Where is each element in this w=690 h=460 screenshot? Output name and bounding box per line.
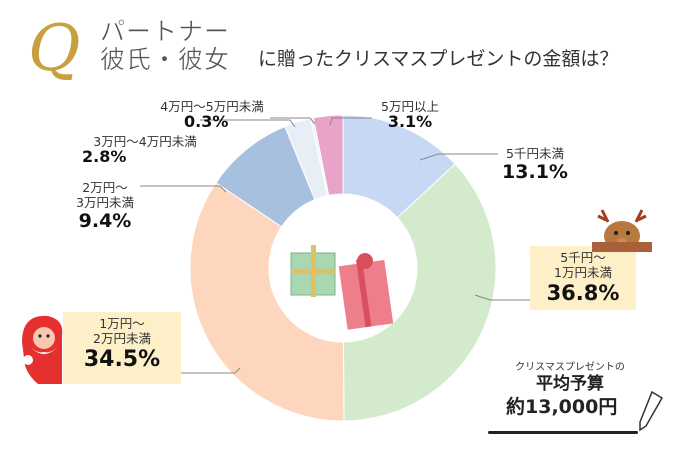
label-5k-10k: 5千円〜 1万円未満 36.8%	[530, 246, 636, 310]
percent-label: 34.5%	[83, 347, 161, 372]
average-caption: クリスマスプレゼントの	[515, 362, 625, 373]
question-text: に贈ったクリスマスプレゼントの金額は？	[258, 48, 619, 70]
average-value: 約13,000円	[506, 396, 618, 418]
leader-line	[474, 294, 530, 301]
label-20k-30k: 2万円〜 3万円未満 9.4%	[55, 180, 155, 232]
percent-label: 3.1%	[387, 112, 433, 131]
average-budget: クリスマスプレゼントの 平均予算 約13,000円	[490, 358, 650, 419]
subject-line-2: 彼氏・彼女	[100, 45, 231, 74]
leader-line	[200, 119, 296, 128]
underline	[488, 431, 638, 434]
q-logo: Q	[28, 12, 81, 86]
label-30k-40k: 3万円〜4万円未満 2.8%	[80, 134, 210, 166]
label-under-5k: 5千円未満 13.1%	[470, 146, 600, 183]
percent-label: 9.4%	[78, 210, 132, 232]
donut-slice	[189, 182, 345, 422]
category-label: 5千円未満	[506, 146, 564, 161]
pen-icon	[639, 390, 664, 432]
leader-line	[180, 367, 241, 374]
subject-title: パートナー 彼氏・彼女	[100, 17, 231, 74]
gift-boxes-illustration	[290, 245, 394, 330]
santa-illustration	[22, 315, 63, 384]
leader-line	[419, 153, 498, 161]
percent-label: 13.1%	[502, 161, 568, 183]
average-title: 平均予算	[536, 374, 604, 394]
label-40k-50k: 4万円〜5万円未満 0.3%	[142, 99, 282, 131]
percent-label: 36.8%	[546, 281, 620, 305]
reindeer-illustration	[592, 209, 652, 252]
category-label: 5万円以上	[381, 99, 439, 114]
percent-label: 2.8%	[82, 147, 127, 166]
label-over-50k: 5万円以上 3.1%	[370, 99, 450, 131]
percent-label: 0.3%	[184, 112, 229, 131]
subject-line-1: パートナー	[100, 17, 231, 46]
donut-slice	[342, 163, 497, 422]
donut-slice	[312, 114, 344, 196]
category-label: 3万円〜4万円未満	[93, 134, 197, 149]
category-label: 4万円〜5万円未満	[160, 99, 264, 114]
leader-line	[270, 117, 316, 125]
label-10k-20k: 1万円〜 2万円未満 34.5%	[63, 312, 181, 384]
leader-line	[329, 117, 372, 126]
leader-line	[140, 185, 227, 193]
